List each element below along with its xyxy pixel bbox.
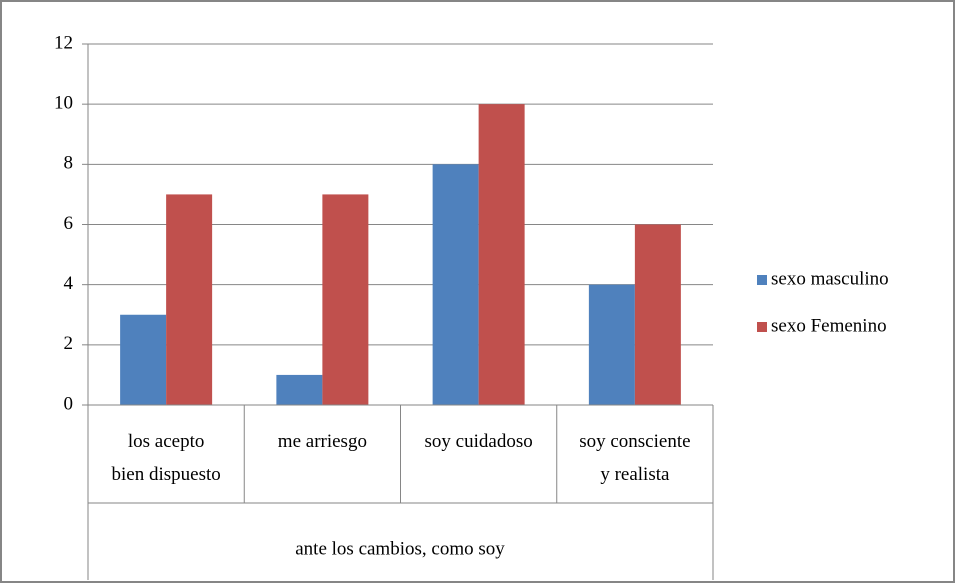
x-group-label: ante los cambios, como soy [295, 538, 505, 559]
y-tick-label: 0 [64, 393, 74, 414]
bar [166, 194, 213, 405]
bar [432, 164, 479, 405]
legend-label: sexo Femenino [771, 315, 887, 336]
bar [276, 374, 323, 405]
bar [478, 104, 525, 406]
y-tick-label: 8 [64, 153, 74, 174]
x-tick-label-line: y realista [600, 464, 670, 485]
x-tick-label: soy cuidadoso [425, 431, 533, 452]
bar [322, 194, 369, 405]
legend-swatch [757, 322, 767, 332]
bar [634, 224, 681, 405]
bar [120, 314, 167, 405]
x-tick-label-line: me arriesgo [278, 431, 367, 452]
x-tick-label: soy consciente y realista [579, 431, 690, 485]
x-tick-label-line: los acepto [128, 431, 205, 452]
y-tick-label: 2 [64, 333, 74, 354]
bar [588, 284, 635, 405]
y-tick-label: 10 [54, 93, 73, 114]
y-tick-label: 6 [64, 213, 74, 234]
y-tick-label: 12 [54, 32, 73, 53]
x-tick-label-line: soy cuidadoso [425, 431, 533, 452]
y-tick-label: 4 [64, 273, 74, 294]
x-tick-label-line: bien dispuesto [112, 464, 221, 485]
x-tick-label: los acepto bien dispuesto [112, 431, 221, 485]
x-tick-label-line: soy consciente [579, 431, 690, 452]
legend-label: sexo masculino [771, 268, 889, 289]
x-tick-label: me arriesgo [278, 431, 367, 452]
legend-swatch [757, 275, 767, 285]
